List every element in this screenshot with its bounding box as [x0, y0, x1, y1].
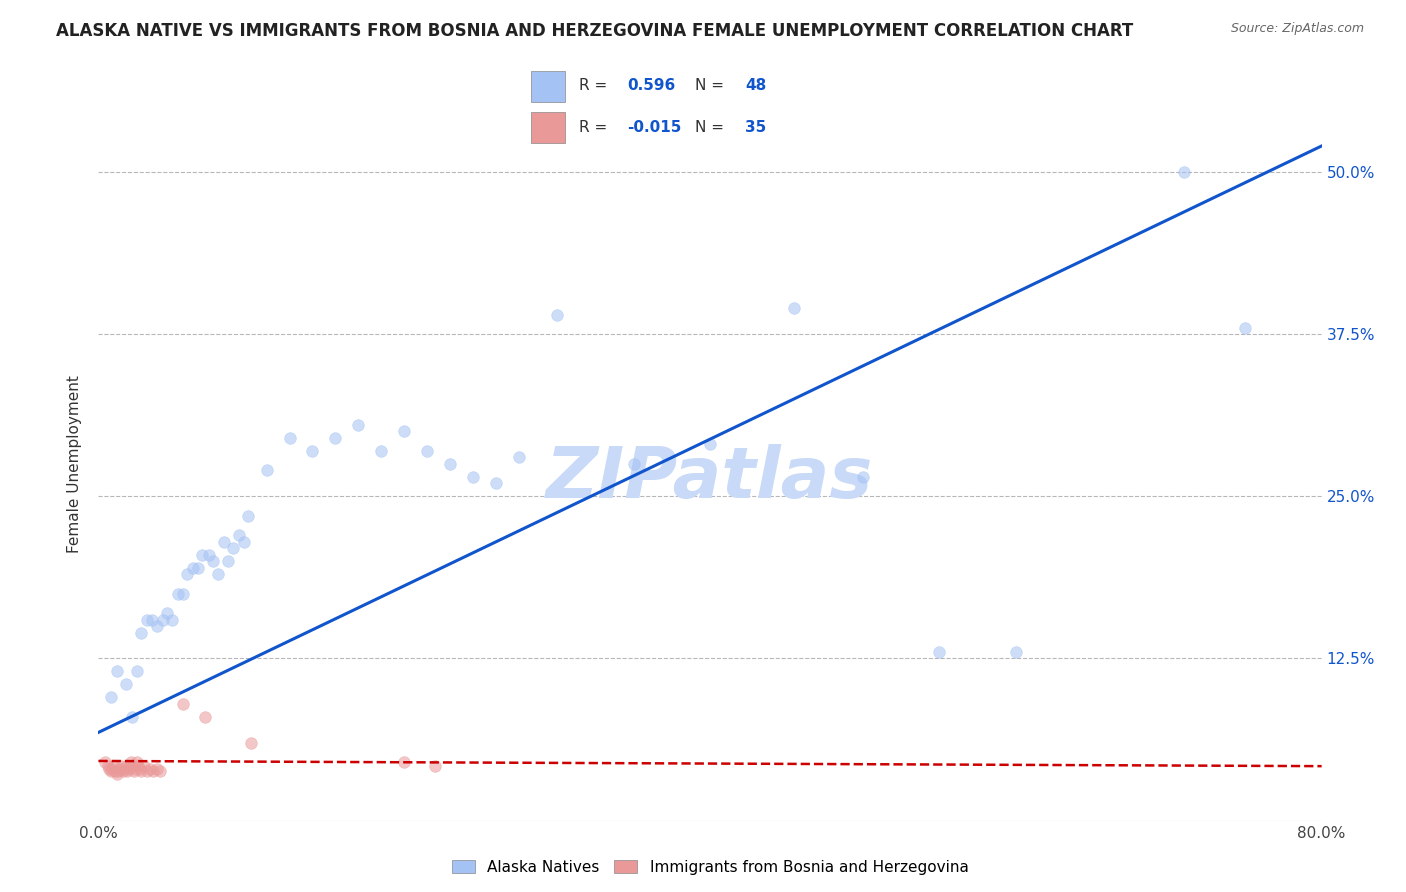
Point — [1173, 165, 1195, 179]
Point — [423, 759, 446, 773]
Point — [110, 759, 132, 773]
Point — [699, 437, 721, 451]
Point — [127, 759, 149, 773]
Point — [142, 764, 165, 779]
Point — [145, 762, 167, 776]
Point — [852, 470, 875, 484]
Text: 0.596: 0.596 — [627, 78, 675, 93]
Point — [104, 764, 127, 779]
Point — [202, 554, 225, 568]
Point — [115, 677, 138, 691]
Point — [121, 710, 143, 724]
Point — [108, 762, 131, 776]
Point — [167, 586, 190, 600]
Point — [461, 470, 484, 484]
Point — [112, 762, 135, 776]
Point — [181, 560, 204, 574]
Point — [100, 764, 122, 779]
Point — [129, 764, 152, 779]
Point — [232, 534, 254, 549]
Legend: Alaska Natives, Immigrants from Bosnia and Herzegovina: Alaska Natives, Immigrants from Bosnia a… — [446, 854, 974, 880]
Point — [97, 759, 120, 773]
Point — [191, 548, 214, 562]
Text: N =: N = — [695, 120, 724, 135]
Point — [485, 476, 508, 491]
Point — [325, 431, 347, 445]
FancyBboxPatch shape — [531, 112, 565, 143]
Text: ALASKA NATIVE VS IMMIGRANTS FROM BOSNIA AND HERZEGOVINA FEMALE UNEMPLOYMENT CORR: ALASKA NATIVE VS IMMIGRANTS FROM BOSNIA … — [56, 22, 1133, 40]
Point — [160, 613, 183, 627]
FancyBboxPatch shape — [531, 71, 565, 102]
Point — [187, 560, 209, 574]
Point — [93, 756, 115, 770]
Point — [156, 606, 179, 620]
Point — [134, 759, 156, 773]
Point — [101, 762, 124, 776]
Point — [347, 417, 370, 432]
Point — [222, 541, 245, 556]
Point — [392, 756, 416, 770]
Point — [98, 762, 121, 776]
Point — [301, 443, 323, 458]
Point — [278, 431, 301, 445]
Point — [928, 645, 950, 659]
Point — [172, 697, 194, 711]
Point — [508, 450, 530, 465]
Text: R =: R = — [579, 120, 607, 135]
Point — [623, 457, 645, 471]
Point — [439, 457, 461, 471]
Point — [128, 762, 150, 776]
Point — [121, 759, 143, 773]
Point — [783, 301, 806, 315]
Point — [103, 759, 125, 773]
Point — [115, 759, 138, 773]
Point — [111, 764, 134, 779]
Point — [136, 613, 159, 627]
Point — [145, 619, 167, 633]
Text: 48: 48 — [745, 78, 766, 93]
Point — [118, 762, 141, 776]
Point — [1234, 320, 1257, 334]
Y-axis label: Female Unemployment: Female Unemployment — [67, 375, 83, 553]
Point — [392, 425, 416, 439]
Point — [107, 764, 129, 779]
Point — [139, 762, 162, 776]
Point — [1004, 645, 1026, 659]
Text: Source: ZipAtlas.com: Source: ZipAtlas.com — [1230, 22, 1364, 36]
Point — [212, 534, 235, 549]
Point — [240, 736, 263, 750]
Point — [238, 508, 260, 523]
Text: R =: R = — [579, 78, 607, 93]
Point — [105, 767, 128, 781]
Point — [136, 764, 159, 779]
Point — [122, 764, 145, 779]
Point — [370, 443, 392, 458]
Point — [152, 613, 174, 627]
Point — [256, 463, 278, 477]
Point — [228, 528, 250, 542]
Point — [217, 554, 239, 568]
Point — [197, 548, 219, 562]
Point — [125, 756, 148, 770]
Point — [172, 586, 194, 600]
Point — [120, 756, 142, 770]
Point — [129, 625, 152, 640]
Text: 35: 35 — [745, 120, 766, 135]
Text: N =: N = — [695, 78, 724, 93]
Point — [194, 710, 217, 724]
Point — [125, 665, 148, 679]
Point — [546, 308, 568, 322]
Point — [176, 567, 198, 582]
Point — [105, 665, 128, 679]
Point — [416, 443, 439, 458]
Point — [207, 567, 229, 582]
Text: -0.015: -0.015 — [627, 120, 682, 135]
Point — [100, 690, 122, 705]
Point — [117, 764, 139, 779]
Point — [124, 762, 146, 776]
Point — [149, 764, 172, 779]
Text: ZIPatlas: ZIPatlas — [547, 443, 873, 513]
Point — [141, 613, 163, 627]
